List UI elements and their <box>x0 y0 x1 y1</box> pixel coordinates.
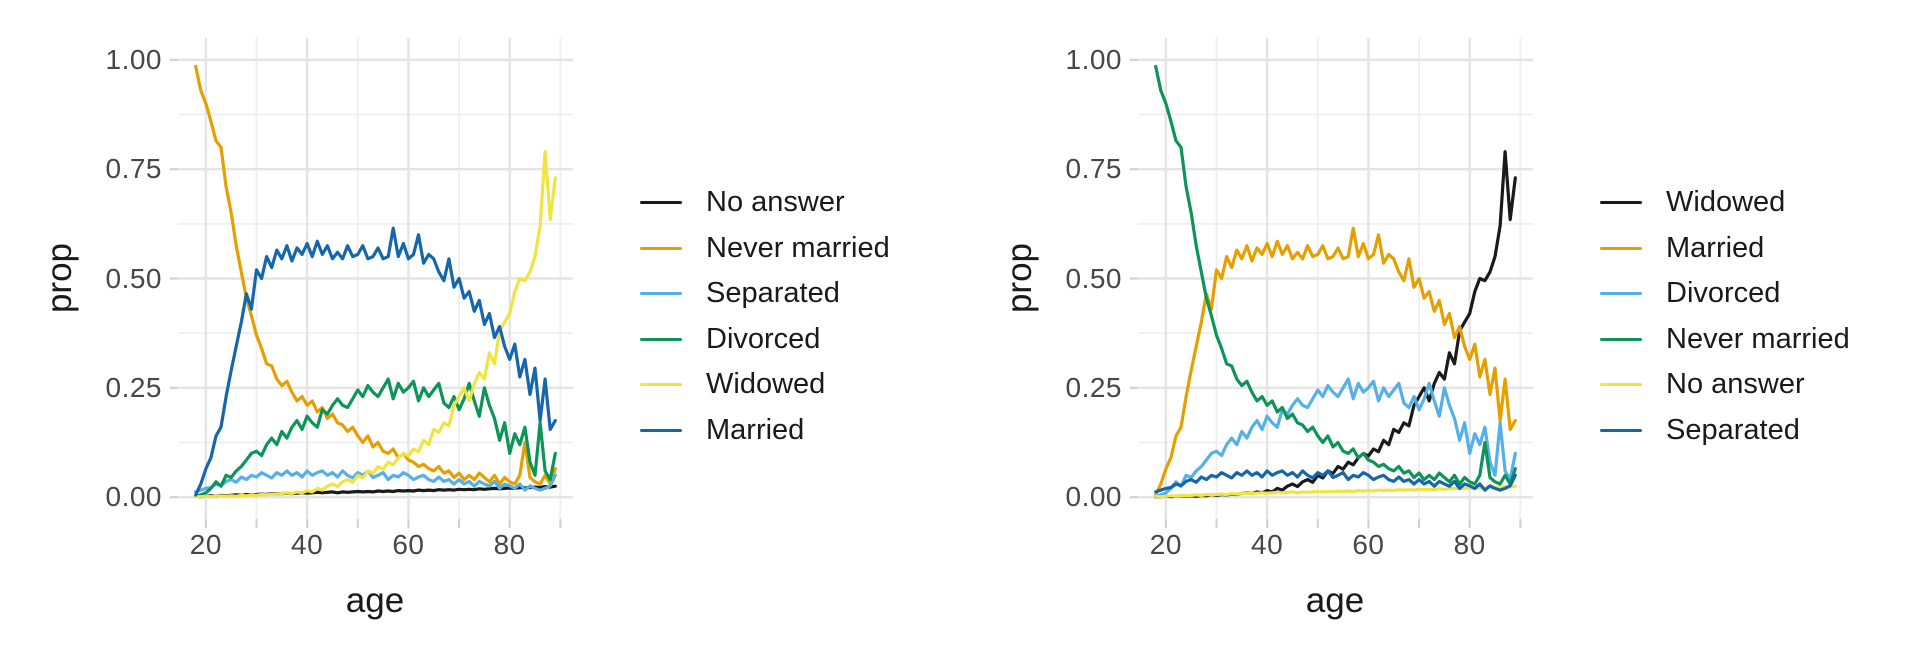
x-tick-label-20: 20 <box>1149 529 1182 560</box>
legend-key-line-divorced <box>1600 292 1642 296</box>
legend-key-line-widowed <box>1600 201 1642 205</box>
y-tick-label-1.00: 1.00 <box>105 43 162 75</box>
legend-item-married: Married <box>1600 226 1850 272</box>
legend-item-never-married: Never married <box>1600 317 1850 363</box>
plot-area <box>1130 38 1533 528</box>
legend-label: Widowed <box>706 368 826 401</box>
legend-label: Separated <box>706 277 840 310</box>
legend-label: Married <box>706 413 805 446</box>
y-tick-label-0.25: 0.25 <box>105 371 162 403</box>
x-axis-title: age <box>1305 581 1365 620</box>
series-line-never-married <box>194 64 557 486</box>
legend: Widowed Married Divorced Never married No an… <box>1600 180 1850 453</box>
y-tick-label-0.50: 0.50 <box>1065 262 1122 294</box>
legend-label: Married <box>1666 231 1765 264</box>
x-tick-label-40: 40 <box>291 529 324 560</box>
chart-left: prop 0.00 0.25 0.50 0.75 1.00 20 40 60 80 age N… <box>40 38 890 620</box>
series-line-widowed <box>194 150 557 499</box>
legend-key-line-divorced <box>640 337 682 341</box>
x-tick-label-40: 40 <box>1251 529 1284 560</box>
legend-item-separated: Separated <box>640 271 890 317</box>
plot-area <box>170 38 573 528</box>
series-line-married <box>1154 226 1517 497</box>
legend-label: Widowed <box>1666 186 1786 219</box>
y-tick-label-0.00: 0.00 <box>105 481 162 513</box>
series-line-separated <box>194 469 557 494</box>
x-tick-label-80: 80 <box>493 529 526 560</box>
x-tick-label-80: 80 <box>1453 529 1486 560</box>
legend-key-line-married <box>640 428 682 432</box>
legend-label: Divorced <box>706 322 821 355</box>
chart-right: prop 0.00 0.25 0.50 0.75 1.00 20 40 60 80 age W… <box>960 0 1920 672</box>
legend-item-divorced: Divorced <box>640 317 890 363</box>
legend-key-line-no-answer <box>1600 383 1642 387</box>
y-tick-label-0.00: 0.00 <box>1065 481 1122 513</box>
legend-key-line-separated <box>640 292 682 296</box>
y-tick-label-0.50: 0.50 <box>105 262 162 294</box>
x-tick-label-60: 60 <box>392 529 425 560</box>
legend-label: Divorced <box>1666 277 1781 310</box>
series-line-never-married <box>1154 64 1517 486</box>
legend-item-no-answer: No answer <box>1600 362 1850 408</box>
legend-item-no-answer: No answer <box>640 180 890 226</box>
y-tick-label-0.25: 0.25 <box>1065 371 1122 403</box>
legend-label: Never married <box>1666 322 1850 355</box>
y-tick-label-0.75: 0.75 <box>105 153 162 185</box>
legend-item-separated: Separated <box>1600 408 1850 454</box>
legend-label: Never married <box>706 231 890 264</box>
legend-key-line-widowed <box>640 383 682 387</box>
legend-item-never-married: Never married <box>640 226 890 272</box>
legend-item-divorced: Divorced <box>1600 271 1850 317</box>
legend-item-widowed: Widowed <box>640 362 890 408</box>
series-line-divorced <box>194 377 557 498</box>
x-axis-title: age <box>345 581 405 620</box>
x-tick-label-20: 20 <box>189 529 222 560</box>
legend-item-married: Married <box>640 408 890 454</box>
series-line-no-answer <box>1154 484 1517 499</box>
x-tick-label-60: 60 <box>1352 529 1385 560</box>
legend-key-line-separated <box>1600 428 1642 432</box>
series-line-divorced <box>1154 377 1517 498</box>
legend-label: No answer <box>706 186 845 219</box>
legend: No answer Never married Separated Divorced W… <box>640 180 890 453</box>
legend-item-widowed: Widowed <box>1600 180 1850 226</box>
legend-key-line-no-answer <box>640 201 682 205</box>
legend-key-line-never-married <box>1600 337 1642 341</box>
legend-label: No answer <box>1666 368 1805 401</box>
legend-key-line-never-married <box>640 246 682 250</box>
y-tick-label-0.75: 0.75 <box>1065 153 1122 185</box>
series-line-married <box>194 226 557 497</box>
y-tick-label-1.00: 1.00 <box>1065 43 1122 75</box>
legend-label: Separated <box>1666 413 1800 446</box>
series-line-separated <box>1154 469 1517 494</box>
legend-key-line-married <box>1600 246 1642 250</box>
